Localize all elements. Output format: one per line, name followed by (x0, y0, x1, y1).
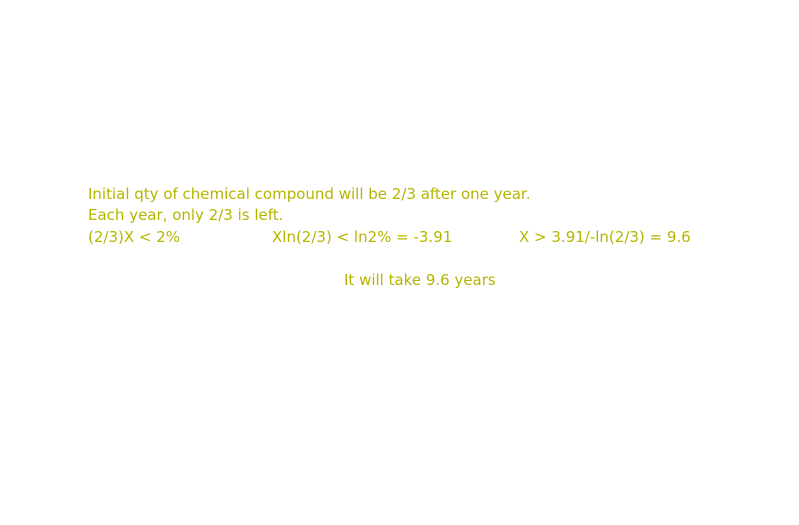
conclusion-text: It will take 9.6 years (344, 271, 496, 289)
solution-expression: X > 3.91/-ln(2/3) = 9.6 (519, 228, 691, 246)
intro-line: Initial qty of chemical compound will be… (88, 185, 531, 203)
inequality-expression: (2/3)X < 2% (88, 228, 181, 246)
log-expression: Xln(2/3) < ln2% = -3.91 (272, 228, 453, 246)
each-year-line: Each year, only 2/3 is left. (88, 206, 284, 224)
